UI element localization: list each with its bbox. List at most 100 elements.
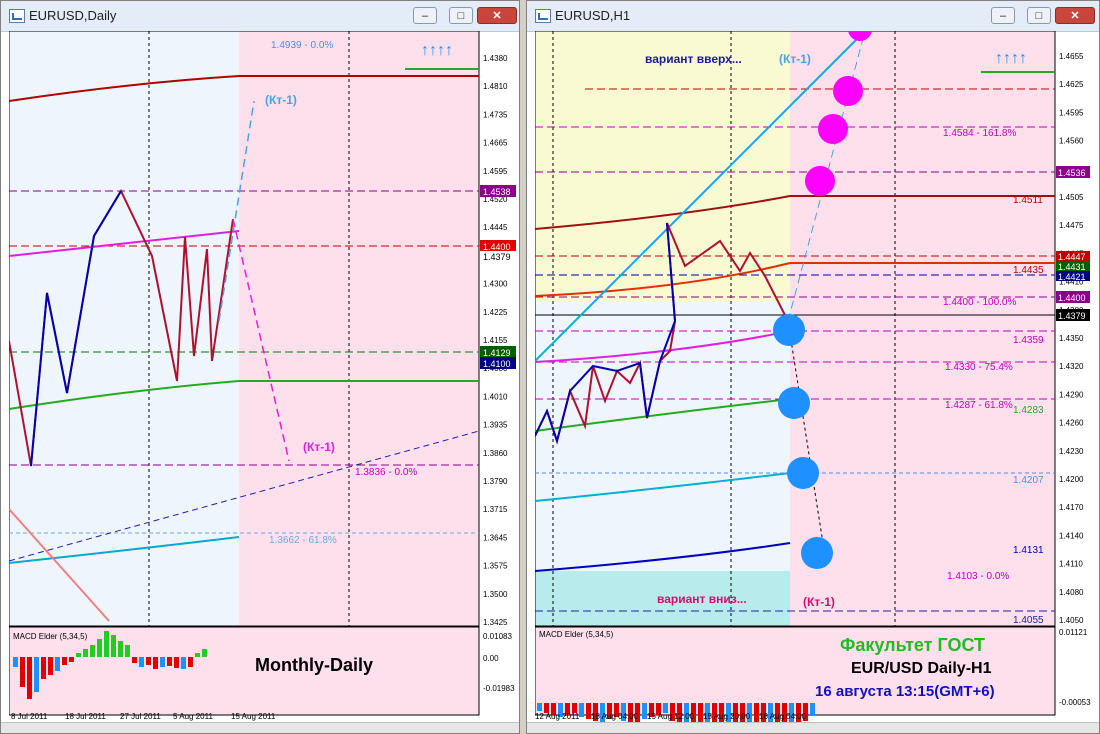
price-tag-top: 1.4538	[480, 185, 516, 197]
date-label: 15 Aug 20:00	[703, 712, 751, 721]
level-label: 1.4511	[1013, 195, 1043, 206]
price-label: 1.4225	[483, 308, 508, 317]
macd-bar	[76, 653, 81, 657]
macd-bar	[761, 703, 766, 725]
maximize-button[interactable]: □	[449, 7, 473, 24]
price-tag: 1.4400	[1056, 291, 1090, 303]
eurusd-daily-window[interactable]: EURUSD,Daily – □ ✕ 1.4380 1.4810 1.4735 1.4…	[0, 0, 520, 734]
price-label: 1.4475	[1059, 221, 1084, 230]
macd-bar	[565, 703, 570, 715]
timeframe-caption: Monthly-Daily	[255, 655, 373, 675]
projection-up	[218, 100, 255, 322]
cyan-moving-average	[9, 536, 240, 564]
kt-up-label: (Кт-1)	[265, 93, 297, 107]
svg-text:1.4400: 1.4400	[1058, 293, 1086, 303]
svg-text:1.4447: 1.4447	[1058, 252, 1086, 262]
svg-text:1.4400: 1.4400	[483, 242, 511, 252]
title-bar[interactable]: EURUSD,Daily – □ ✕	[1, 1, 519, 32]
macd-bar	[649, 703, 654, 717]
svg-text:1.4129: 1.4129	[483, 348, 511, 358]
macd-bar	[153, 657, 158, 669]
macd-label: MACD Elder (5,34,5)	[13, 632, 88, 641]
price-label: 1.4110	[1059, 560, 1083, 569]
macd-bar	[600, 703, 605, 723]
price-label: 1.4735	[483, 110, 508, 119]
fib-top-label: 1.4939 - 0.0%	[271, 40, 333, 51]
date-label: 15 Aug 2011	[231, 712, 276, 721]
price-label: 1.4290	[1059, 390, 1084, 399]
eurusd-h1-window[interactable]: EURUSD,H1 – □ ✕ 1.4655 1.4625 1.4595 1.4560…	[526, 0, 1100, 734]
macd-bar	[586, 703, 591, 719]
maximize-button[interactable]: □	[1027, 7, 1051, 24]
price-path-up	[30, 190, 122, 467]
macd-bar	[628, 703, 633, 725]
target-circle-up	[833, 76, 863, 106]
title-bar[interactable]: EURUSD,H1 – □ ✕	[527, 1, 1099, 32]
level-label: 1.4330 - 75.4%	[945, 362, 1013, 373]
date-axis: 8 Jul 2011 18 Jul 2011 27 Jul 2011 5 Aug…	[11, 712, 276, 721]
date-label: 12 Aug 2011	[535, 712, 580, 721]
macd-bar	[558, 703, 563, 717]
minimize-button[interactable]: –	[991, 7, 1015, 24]
price-label: 1.4560	[1059, 137, 1084, 146]
daily-chart[interactable]: 1.4380 1.4810 1.4735 1.4665 1.4595 1.4520 1.44…	[9, 31, 519, 725]
macd-bar	[754, 703, 759, 725]
macd-histogram	[537, 703, 815, 725]
trend-channel	[535, 31, 866, 362]
cyan-moving-average	[535, 472, 791, 502]
close-button[interactable]: ✕	[477, 7, 517, 24]
price-label: 1.4260	[1059, 419, 1084, 428]
macd-bar	[775, 703, 780, 725]
macd-bar	[551, 703, 556, 715]
darkred-moving-average	[535, 195, 1055, 230]
macd-bar	[733, 703, 738, 725]
price-label: 1.4595	[483, 167, 508, 176]
macd-bar	[656, 703, 661, 715]
variant-up-kt: (Кт-1)	[779, 52, 811, 66]
macd-bar	[768, 703, 773, 725]
close-button[interactable]: ✕	[1055, 7, 1095, 24]
price-label: 1.4170	[1059, 503, 1084, 512]
macd-scale-top: 0.01083	[483, 632, 512, 641]
trend-line	[9, 430, 480, 562]
svg-text:1.4379: 1.4379	[483, 252, 511, 262]
target-circle-up	[848, 31, 872, 41]
macd-label: MACD Elder (5,34,5)	[539, 630, 614, 639]
price-label: 1.4155	[483, 336, 508, 345]
price-label: 1.4625	[1059, 80, 1084, 89]
price-label: 1.4595	[1059, 108, 1084, 117]
date-label: 15 Aug 04:00	[591, 712, 639, 721]
price-label: 1.3425	[483, 618, 508, 627]
level-label: 1.4584 - 161.8%	[943, 128, 1016, 139]
status-bar	[1, 722, 519, 733]
price-label: 1.4665	[483, 139, 508, 148]
price-tag-red: 1.4400	[480, 240, 516, 252]
macd-bar	[97, 639, 102, 657]
macd-bar	[670, 703, 675, 721]
magenta-moving-average	[535, 330, 791, 363]
macd-bar	[663, 703, 668, 713]
h1-chart[interactable]: 1.46551.46251.45951.45601.45351.45051.44…	[535, 31, 1099, 725]
macd-bar	[691, 703, 696, 725]
price-axis-labels: 1.4380 1.4810 1.4735 1.4665 1.4595 1.4520 1.44…	[483, 54, 508, 627]
macd-bar	[614, 703, 619, 717]
price-label: 1.4350	[1059, 334, 1084, 343]
target-circle-down	[773, 314, 805, 346]
macd-bar	[719, 703, 724, 725]
price-label: 1.3790	[483, 477, 508, 486]
macd-bar	[48, 657, 53, 675]
fib-low-label: 1.3662 - 61.8%	[269, 535, 337, 546]
price-tag-green: 1.4129	[480, 346, 516, 358]
svg-text:1.4536: 1.4536	[1058, 168, 1086, 178]
price-tag: 1.4421	[1056, 271, 1090, 282]
minimize-button[interactable]: –	[413, 7, 437, 24]
red-moving-average	[535, 262, 1055, 297]
macd-bar	[782, 703, 787, 725]
price-label: 1.4140	[1059, 531, 1084, 540]
chart-window-icon	[535, 9, 551, 23]
caption-faculty: Факультет ГОСТ	[840, 635, 985, 655]
price-label: 1.3645	[483, 533, 508, 542]
macd-bar	[13, 657, 18, 667]
svg-text:1.4379: 1.4379	[1058, 311, 1086, 321]
macd-panel-forecast	[239, 627, 479, 715]
